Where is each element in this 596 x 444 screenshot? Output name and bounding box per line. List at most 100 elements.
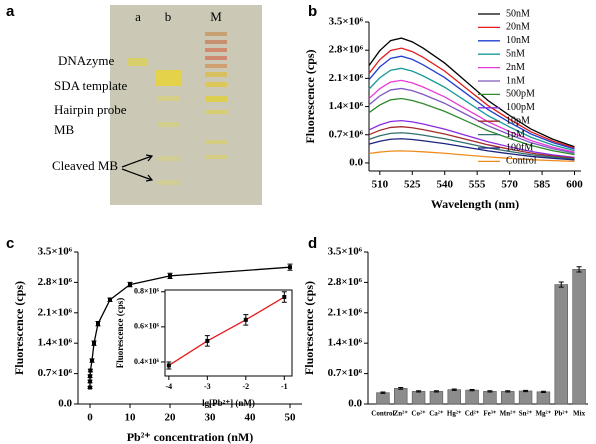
x-tick-label: Pb²⁺ — [554, 410, 568, 418]
legend-label: 2nM — [506, 62, 525, 73]
x-tick-label: Hg²⁺ — [447, 410, 462, 418]
x-tick-label: Sn²⁺ — [519, 410, 533, 418]
gel-band — [157, 96, 179, 101]
y-tick-label: 0.6×10⁶ — [134, 322, 160, 331]
x-tick-label: Mix — [573, 410, 586, 418]
x-tick-label: Mg²⁺ — [535, 410, 551, 418]
band-label: Cleaved MB — [52, 158, 118, 173]
y-tick-label: 1.4×10⁶ — [38, 337, 73, 349]
lane-label: M — [210, 9, 222, 24]
legend-label: 10nM — [506, 35, 530, 46]
panel-label: c — [6, 235, 14, 252]
legend-label: 10pM — [506, 115, 530, 126]
band-label: DNAzyme — [58, 53, 115, 68]
y-tick-label: 2.1×10⁶ — [329, 72, 364, 84]
x-tick-label: Control — [371, 410, 394, 418]
y-tick-label: 0.7×10⁶ — [329, 128, 364, 140]
x-tick-label: Co²⁺ — [411, 410, 426, 418]
plot-frame — [164, 289, 293, 377]
x-tick-label: 30 — [205, 412, 217, 424]
gel-panel: a a b M DNAzyme SDA template Hairpin pro… — [6, 3, 262, 205]
marker — [90, 358, 94, 363]
error-bar — [433, 390, 439, 393]
marker — [88, 379, 93, 384]
y-tick-label: 3.5×10⁶ — [328, 246, 363, 258]
y-tick-label: 0.7×10⁶ — [38, 367, 73, 379]
x-tick-label: -3 — [204, 382, 211, 391]
error-bar — [558, 281, 564, 288]
y-tick-label: 1.4×10⁶ — [329, 100, 364, 112]
marker — [92, 341, 96, 346]
x-tick-label: -4 — [166, 382, 173, 391]
x-tick-label: Ca²⁺ — [429, 410, 444, 418]
series-line — [368, 132, 575, 160]
error-bar — [487, 390, 493, 393]
marker — [128, 282, 132, 287]
x-tick-label: 40 — [245, 412, 257, 424]
gel-band — [157, 180, 179, 185]
bar — [572, 269, 586, 405]
y-axis-title: Fluorescence (cps) — [302, 281, 316, 375]
x-axis-title: Pb²⁺ concentration (nM) — [127, 430, 254, 444]
y-tick-label: 1.4×10⁶ — [328, 337, 363, 349]
gel-band — [128, 58, 148, 66]
y-axis-title: Fluorescence (cps) — [12, 281, 26, 375]
x-tick-label: 525 — [404, 179, 421, 191]
x-tick-label: Fe³⁺ — [483, 410, 496, 418]
bar — [518, 390, 533, 405]
legend-label: 1pM — [506, 129, 525, 140]
error-bar — [523, 389, 529, 393]
x-tick-label: -1 — [281, 382, 288, 391]
x-tick-label: 570 — [501, 179, 518, 191]
series-line — [368, 79, 575, 153]
y-tick-label: 0.7×10⁶ — [328, 367, 363, 379]
bar — [376, 392, 390, 405]
y-tick-label: 0.4×10⁶ — [134, 357, 160, 366]
y-tick-label: 2.1×10⁶ — [328, 306, 363, 318]
marker — [108, 297, 112, 302]
y-tick-label: 2.8×10⁶ — [38, 276, 73, 288]
panel-label: b — [308, 3, 317, 20]
series-line — [368, 97, 575, 156]
gel-band — [157, 156, 179, 161]
x-tick-label: 510 — [372, 179, 389, 191]
series-line — [368, 120, 575, 159]
bar — [554, 284, 568, 405]
y-axis-title: Fluorescence (cps) — [303, 49, 317, 143]
x-tick-label: -2 — [242, 382, 249, 391]
x-tick-label: Mn²⁺ — [500, 410, 517, 418]
series-line — [168, 296, 285, 367]
x-tick-label: 555 — [469, 179, 486, 191]
bar — [501, 391, 515, 405]
series-line — [368, 126, 575, 159]
y-tick-label: 2.8×10⁶ — [328, 276, 363, 288]
marker — [88, 368, 93, 373]
gel-image — [110, 5, 262, 205]
x-axis-title: Wavelength (nm) — [431, 197, 519, 211]
x-tick-label: 50 — [285, 412, 297, 424]
error-bar — [469, 388, 475, 392]
y-tick-label: 3.5×10⁶ — [329, 16, 364, 28]
bar — [447, 389, 461, 405]
marker-lane — [205, 32, 227, 159]
series-line — [368, 138, 575, 161]
bar — [483, 391, 497, 405]
series-line — [368, 150, 575, 163]
x-tick-label: 20 — [165, 412, 177, 424]
x-tick-label: 540 — [436, 179, 453, 191]
y-tick-label: 3.5×10⁶ — [38, 246, 73, 258]
band-label: MB — [54, 122, 75, 137]
y-tick-label: 0.0 — [348, 398, 362, 410]
legend-label: 50nM — [506, 8, 530, 19]
x-tick-label: Cd²⁺ — [465, 410, 480, 418]
x-tick-label: Zn²⁺ — [394, 410, 409, 418]
series-line — [368, 55, 575, 150]
legend-label: 20nM — [506, 22, 530, 33]
error-bar — [505, 390, 511, 393]
marker — [88, 374, 93, 379]
x-axis-title: lg[Pb²⁺] (nM) — [202, 398, 255, 408]
legend-label: Control — [506, 156, 537, 167]
y-tick-label: 2.1×10⁶ — [38, 306, 73, 318]
y-tick-label: 0.8×10⁶ — [134, 287, 160, 296]
